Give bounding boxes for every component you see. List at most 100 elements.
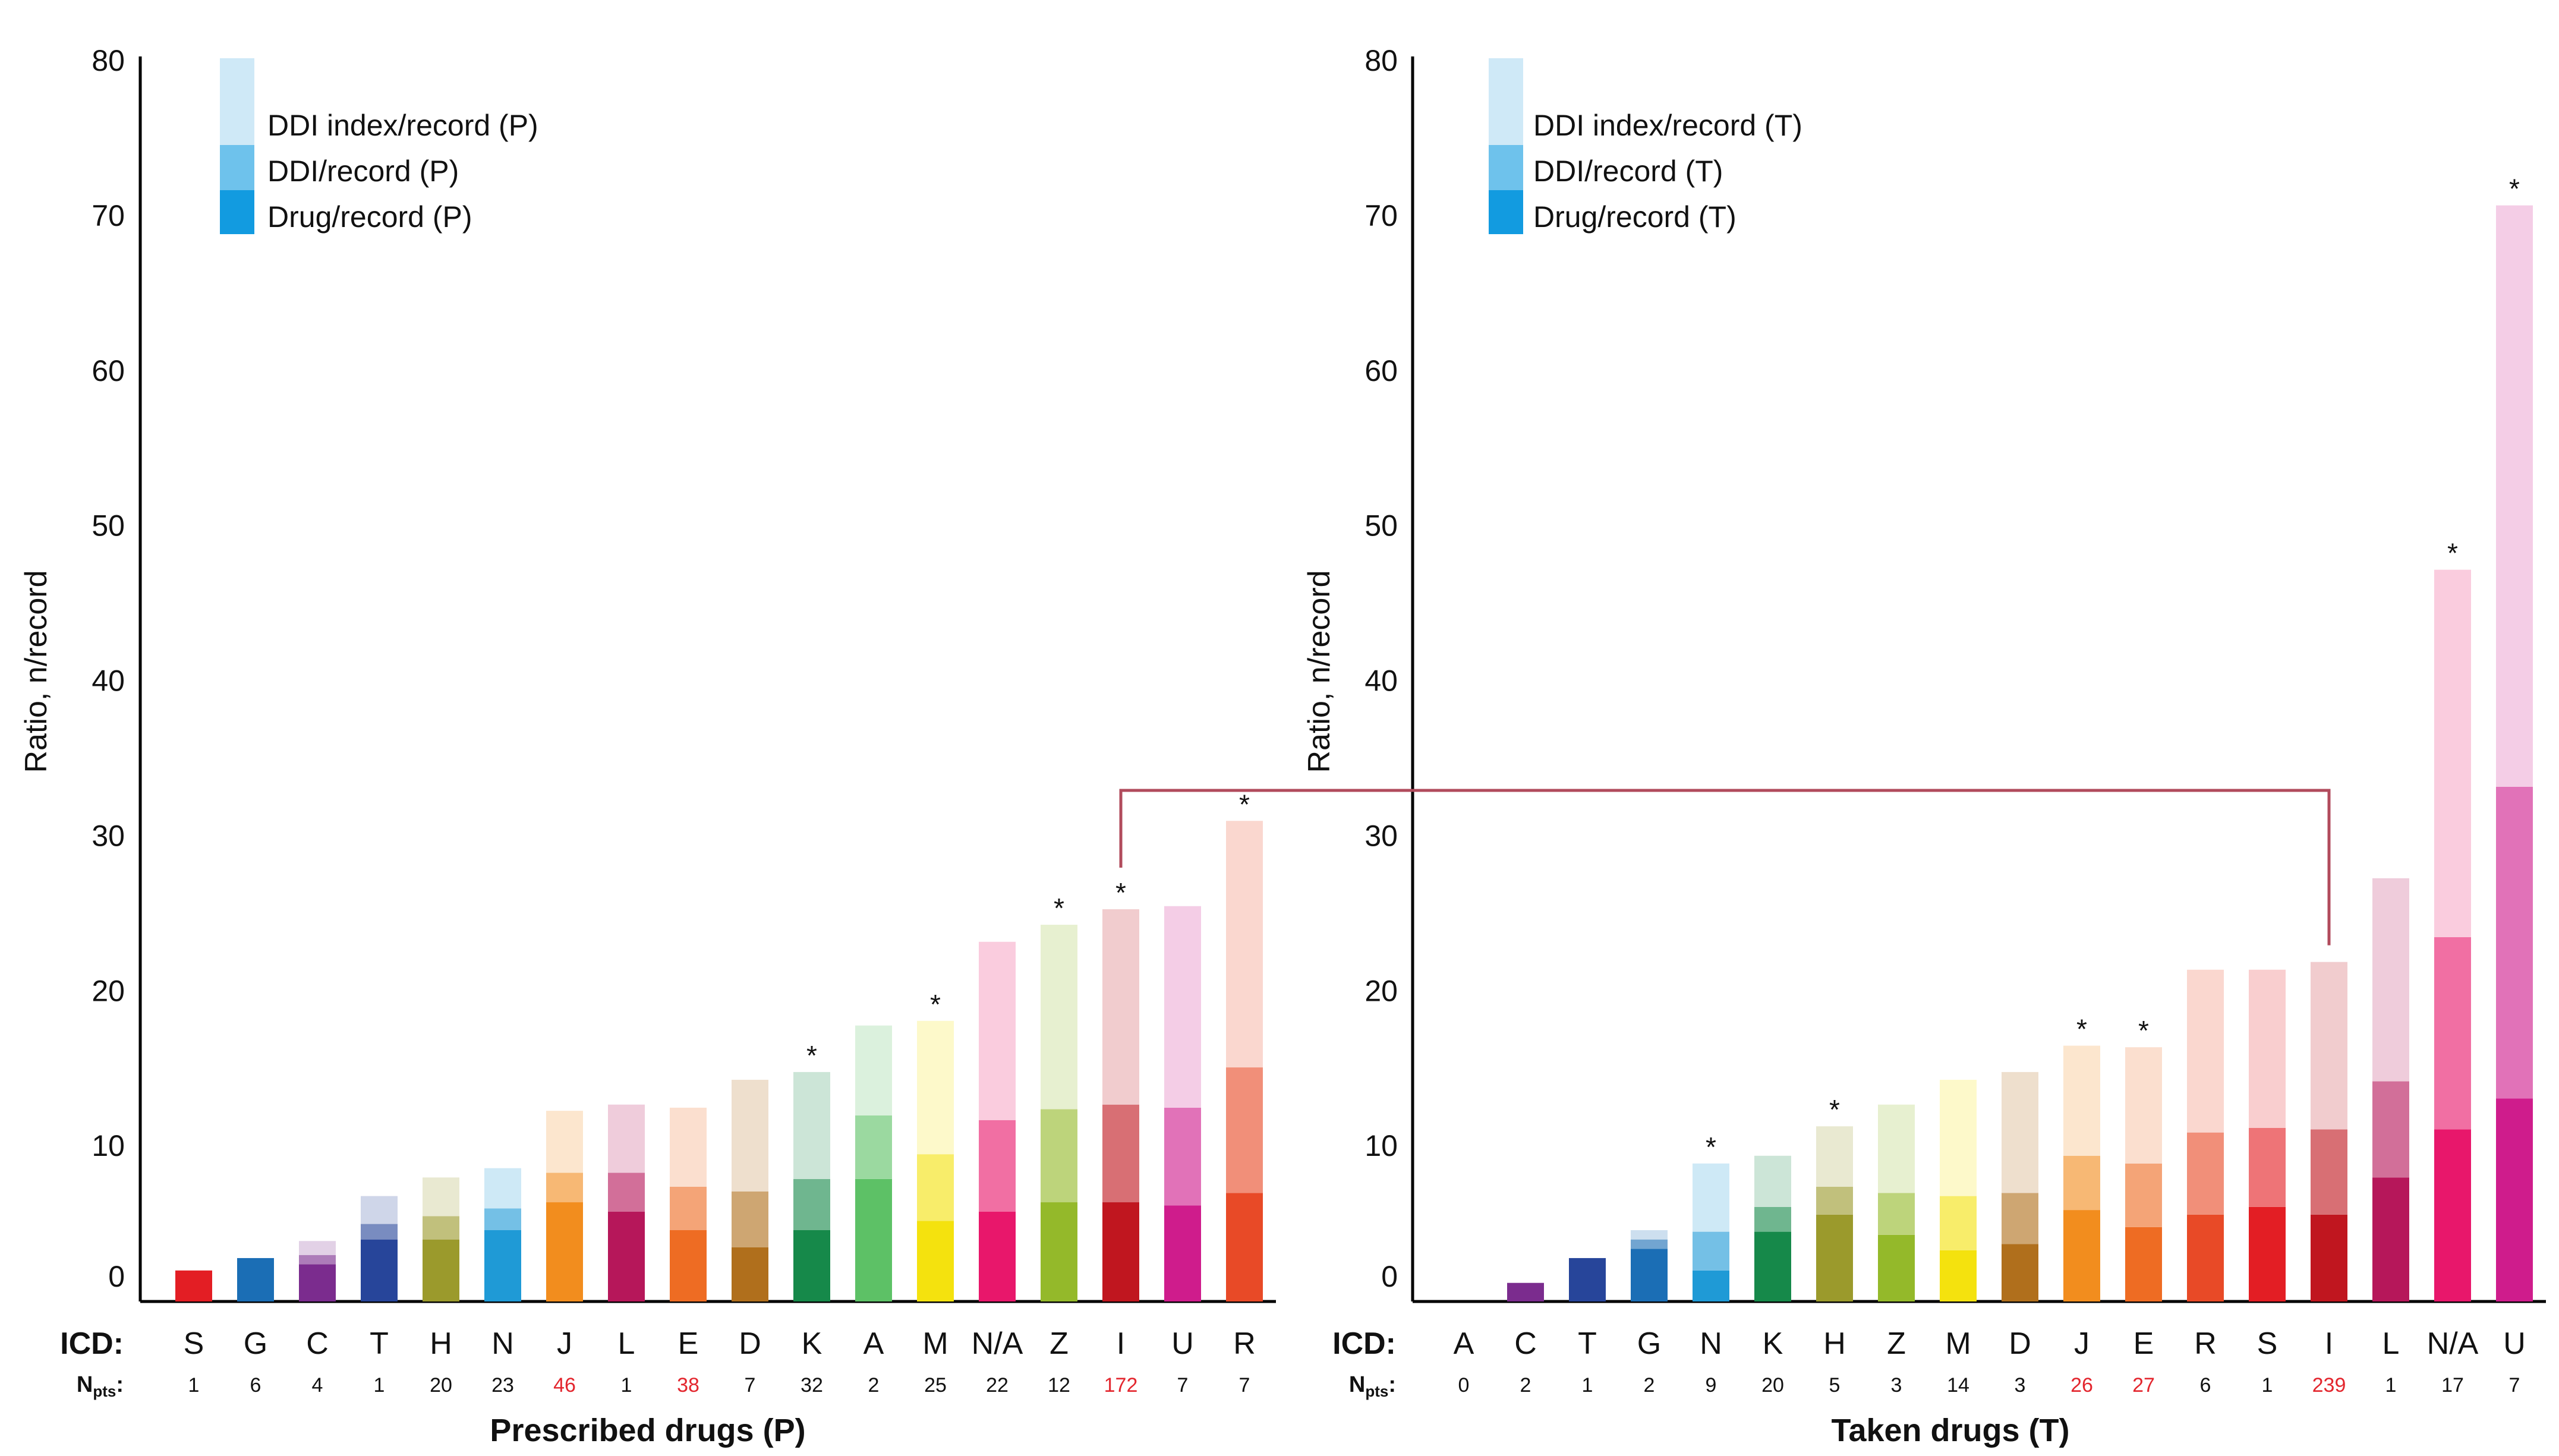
y-tick-label: 10: [92, 1129, 125, 1162]
bar-p-k-seg2: [793, 1071, 830, 1179]
npts-value: 2: [1520, 1374, 1531, 1397]
bar-p-na-seg0: [979, 1211, 1016, 1301]
x-tick-label: Z: [1050, 1326, 1069, 1361]
y-tick-label: 20: [1364, 974, 1398, 1007]
icd-row-label: ICD:: [1332, 1326, 1396, 1361]
significance-marker: *: [2138, 1015, 2149, 1046]
bar-t-g-seg0: [1631, 1249, 1668, 1301]
bar-p-l-seg1: [608, 1173, 645, 1212]
x-tick-label: L: [618, 1326, 635, 1361]
y-tick-label: 40: [92, 664, 125, 698]
npts-value: 7: [745, 1374, 756, 1397]
npts-value: 1: [188, 1374, 200, 1397]
bar-t-k-seg1: [1754, 1206, 1791, 1232]
bar-t-z-seg2: [1878, 1104, 1915, 1193]
bar-t-r-seg0: [2187, 1214, 2224, 1301]
y-axis-label: Ratio, n/record: [19, 570, 53, 773]
bar-p-c-seg2: [299, 1241, 336, 1255]
x-tick-label: J: [2074, 1326, 2090, 1361]
npts-value: 14: [1947, 1374, 1969, 1397]
significance-marker: *: [930, 989, 941, 1020]
x-tick-label: R: [2194, 1326, 2217, 1361]
bar-p-m-seg1: [917, 1154, 954, 1221]
bar-t-l-seg1: [2372, 1081, 2409, 1178]
x-tick-label: L: [2382, 1326, 2400, 1361]
npts-value: 2: [1644, 1374, 1655, 1397]
bar-p-a-seg2: [855, 1025, 892, 1115]
x-axis-title: Prescribed drugs (P): [490, 1413, 805, 1448]
bar-t-i-seg1: [2311, 1129, 2347, 1215]
legend-swatch-ddi: [1489, 145, 1523, 190]
y-tick-label: 20: [92, 974, 125, 1007]
bar-t-na-seg1: [2434, 937, 2471, 1130]
npts-value: 32: [801, 1374, 823, 1397]
npts-value: 23: [491, 1374, 514, 1397]
bar-t-na-seg2: [2434, 569, 2471, 937]
bar-t-z-seg0: [1878, 1234, 1915, 1301]
bar-t-n-seg1: [1693, 1231, 1729, 1271]
legend-label: DDI/record (P): [267, 155, 459, 188]
x-tick-label: R: [1233, 1326, 1256, 1361]
bar-t-l-seg0: [2372, 1177, 2409, 1301]
bar-t-s-seg0: [2249, 1206, 2286, 1301]
bar-p-e-seg2: [670, 1107, 707, 1187]
bar-p-na-seg2: [979, 941, 1016, 1120]
y-tick-label: 80: [92, 44, 125, 77]
x-tick-label: A: [863, 1326, 884, 1361]
x-axis-title: Taken drugs (T): [1831, 1413, 2069, 1448]
bar-t-j-seg2: [2063, 1045, 2100, 1156]
y-tick-label: 40: [1364, 664, 1398, 698]
y-axis-label: Ratio, n/record: [1302, 570, 1337, 773]
bar-p-n-seg1: [484, 1208, 521, 1230]
npts-value: 239: [2312, 1374, 2346, 1397]
npts-value: 1: [2262, 1374, 2273, 1397]
bar-p-u-seg0: [1164, 1205, 1201, 1301]
npts-value: 17: [2441, 1374, 2464, 1397]
x-tick-label: D: [739, 1326, 761, 1361]
bar-p-r-seg2: [1226, 821, 1263, 1068]
significance-marker: *: [2447, 538, 2458, 569]
bar-t-g-seg2: [1631, 1230, 1668, 1240]
x-tick-label: U: [1171, 1326, 1194, 1361]
x-tick-label: K: [1763, 1326, 1783, 1361]
bar-p-t-seg2: [361, 1196, 398, 1224]
y-tick-label: 10: [1364, 1129, 1398, 1162]
bar-t-c-seg0: [1507, 1282, 1544, 1301]
x-tick-label: Z: [1887, 1326, 1906, 1361]
npts-value: 3: [1891, 1374, 1902, 1397]
bar-p-z-seg1: [1041, 1109, 1077, 1203]
bar-t-t-seg0: [1569, 1258, 1606, 1301]
x-tick-label: I: [1117, 1326, 1125, 1361]
npts-value: 4: [312, 1374, 323, 1397]
npts-row-label: Npts:: [1349, 1372, 1396, 1400]
bar-t-k-seg2: [1754, 1155, 1791, 1207]
bar-p-a-seg0: [855, 1178, 892, 1301]
bar-p-c-seg1: [299, 1255, 336, 1265]
npts-value: 1: [2385, 1374, 2397, 1397]
x-tick-label: K: [802, 1326, 822, 1361]
npts-value: 7: [1239, 1374, 1250, 1397]
y-tick-label: 0: [108, 1260, 125, 1293]
bar-t-d-seg2: [2002, 1071, 2038, 1193]
bar-t-r-seg1: [2187, 1132, 2224, 1215]
bar-p-r-seg1: [1226, 1067, 1263, 1193]
npts-value: 7: [2509, 1374, 2520, 1397]
npts-value: 46: [553, 1374, 576, 1397]
npts-value: 2: [868, 1374, 880, 1397]
npts-value: 6: [2200, 1374, 2211, 1397]
x-tick-label: T: [1578, 1326, 1597, 1361]
x-tick-label: T: [370, 1326, 389, 1361]
y-tick-label: 70: [92, 199, 125, 232]
x-tick-label: C: [1514, 1326, 1537, 1361]
legend-label: Drug/record (T): [1533, 200, 1737, 234]
x-tick-label: U: [2503, 1326, 2526, 1361]
prescribed-drugs-panel: 0 10 20 30 40 50 60 70 80 Ratio, n/record DDI inde…: [19, 44, 1276, 1448]
bar-p-n-seg2: [484, 1168, 521, 1209]
bar-p-u-seg2: [1164, 906, 1201, 1108]
significance-marker: *: [1829, 1094, 1840, 1125]
significance-marker: *: [1706, 1132, 1716, 1162]
npts-value: 9: [1706, 1374, 1717, 1397]
y-tick-label: 60: [1364, 354, 1398, 387]
npts-value: 38: [677, 1374, 699, 1397]
bar-p-na-seg1: [979, 1120, 1016, 1212]
